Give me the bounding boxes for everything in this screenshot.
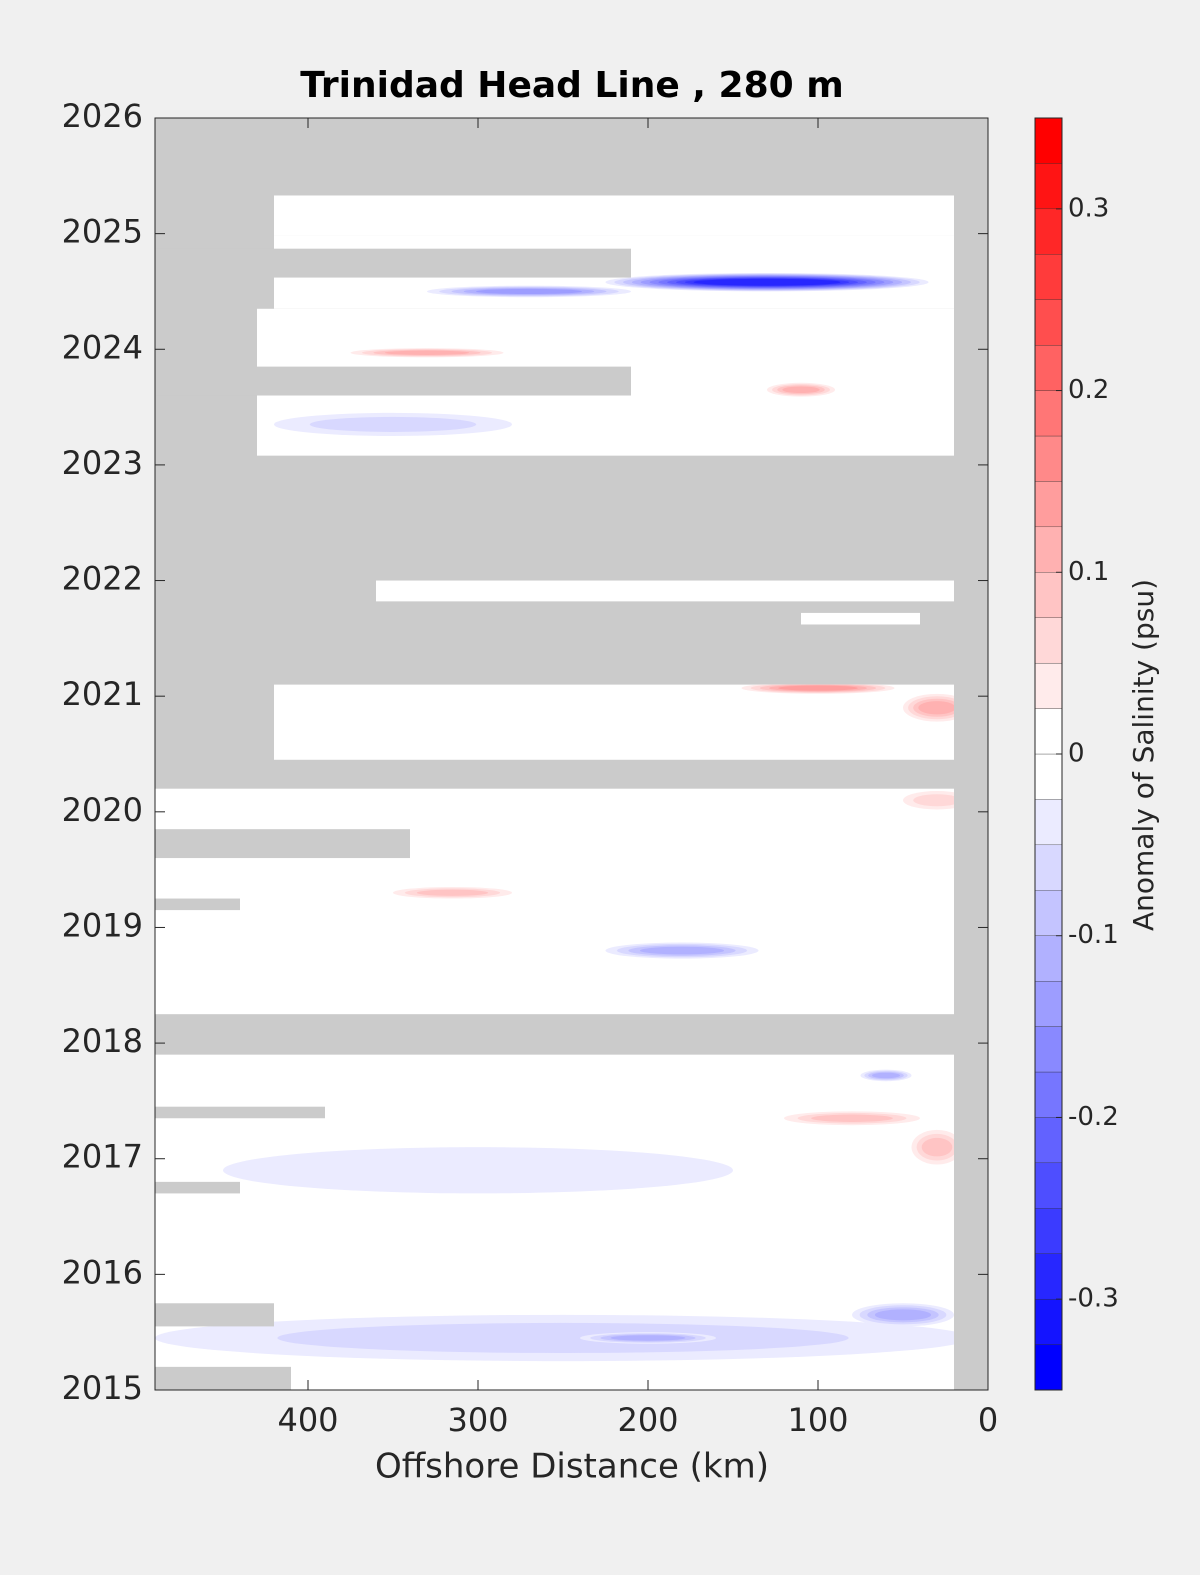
colorbar-band <box>1034 844 1063 891</box>
colorbar-band <box>1034 1208 1063 1254</box>
colorbar-tick-label: -0.1 <box>1068 920 1119 950</box>
x-tick-label: 0 <box>978 1401 998 1439</box>
coverage-region <box>274 684 954 760</box>
colorbar-band <box>1034 935 1063 982</box>
x-tick-label: 200 <box>617 1401 678 1439</box>
anomaly-contour <box>782 386 820 394</box>
no-data-region <box>155 248 631 278</box>
anomaly-contour <box>874 1309 932 1321</box>
y-tick-label: 2019 <box>62 906 143 944</box>
x-axis-label: Offshore Distance (km) <box>375 1447 769 1487</box>
colorbar-band <box>1034 1026 1063 1073</box>
coverage-region <box>376 580 954 602</box>
y-tick-label: 2018 <box>62 1022 143 1060</box>
anomaly-contour <box>610 1335 686 1341</box>
anomaly-contour <box>693 278 841 286</box>
colorbar-band <box>1034 1117 1063 1164</box>
anomaly-contour <box>921 1137 953 1157</box>
anomaly-contour <box>639 946 725 955</box>
plot-frame <box>154 117 989 1391</box>
colorbar-band <box>1034 390 1063 437</box>
y-tick-label: 2024 <box>62 328 143 366</box>
colorbar-band <box>1034 662 1063 709</box>
y-tick-label: 2021 <box>62 675 143 713</box>
anomaly-contour <box>416 889 489 896</box>
colorbar-band <box>1034 1298 1063 1345</box>
anomaly-contour <box>223 1147 733 1194</box>
colorbar-band <box>1034 799 1063 846</box>
no-data-region <box>155 1366 291 1390</box>
colorbar-band <box>1034 1071 1063 1118</box>
coverage-region <box>801 612 920 625</box>
y-tick-label: 2023 <box>62 444 143 482</box>
y-tick-label: 2015 <box>62 1369 143 1407</box>
colorbar-band <box>1034 1344 1063 1391</box>
colorbar-band <box>1034 481 1063 528</box>
colorbar-band <box>1034 617 1063 664</box>
colorbar-band <box>1034 1253 1063 1300</box>
y-tick-label: 2022 <box>62 560 143 598</box>
anomaly-contour <box>871 1072 901 1079</box>
colorbar-band <box>1034 526 1063 573</box>
x-tick-label: 400 <box>277 1401 338 1439</box>
colorbar-band <box>1034 1162 1063 1209</box>
no-data-region <box>155 1181 240 1194</box>
colorbar-band <box>1034 163 1063 210</box>
colorbar-band <box>1034 753 1063 800</box>
x-tick-label: 300 <box>447 1401 508 1439</box>
anomaly-layer <box>155 272 954 1362</box>
colorbar-band <box>1034 708 1063 755</box>
colorbar-tick-label: 0.3 <box>1068 193 1109 223</box>
anomaly-contour <box>918 701 954 715</box>
colorbar-band <box>1034 435 1063 482</box>
coverage-region <box>155 788 954 1015</box>
colorbar-band <box>1034 117 1063 164</box>
colorbar-tick-label: 0.2 <box>1068 375 1109 405</box>
chart-title: Trinidad Head Line , 280 m <box>300 65 843 106</box>
colorbar-tick-label: -0.3 <box>1068 1284 1119 1314</box>
anomaly-contour <box>913 794 954 807</box>
coverage-region <box>274 195 954 236</box>
y-tick-label: 2026 <box>62 97 143 135</box>
no-data-region <box>155 829 410 859</box>
y-tick-label: 2025 <box>62 213 143 251</box>
anomaly-contour <box>384 350 470 355</box>
colorbar-band <box>1034 254 1063 300</box>
colorbar-band <box>1034 890 1063 936</box>
anomaly-contour <box>309 416 477 432</box>
colorbar-band <box>1034 299 1063 346</box>
colorbar-band <box>1034 208 1063 255</box>
colorbar-tick-label: 0.1 <box>1068 557 1109 587</box>
anomaly-contour <box>475 288 583 294</box>
colorbar-band <box>1034 980 1063 1027</box>
colorbar-tick-label: -0.2 <box>1068 1102 1119 1132</box>
colorbar-band <box>1034 572 1063 618</box>
anomaly-contour <box>277 1322 849 1353</box>
y-tick-label: 2017 <box>62 1138 143 1176</box>
no-data-region <box>155 1303 274 1327</box>
x-tick-label: 100 <box>787 1401 848 1439</box>
colorbar-tick-label: 0 <box>1068 739 1085 769</box>
colorbar-label: Anomaly of Salinity (psu) <box>1127 579 1160 931</box>
y-tick-label: 2016 <box>62 1253 143 1291</box>
no-data-region <box>155 898 240 911</box>
colorbar-band <box>1034 344 1063 391</box>
y-tick-label: 2020 <box>62 791 143 829</box>
anomaly-contour <box>778 685 858 691</box>
no-data-region <box>155 1106 325 1119</box>
no-data-region <box>155 366 631 396</box>
anomaly-contour <box>811 1114 893 1122</box>
